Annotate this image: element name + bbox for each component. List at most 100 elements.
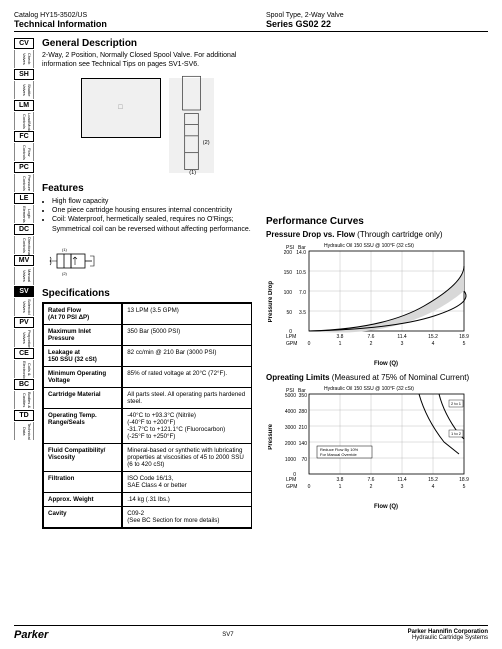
svg-text:2 to 1: 2 to 1 xyxy=(451,401,462,406)
svg-text:1 to 2: 1 to 2 xyxy=(451,431,462,436)
svg-text:For Manual Override: For Manual Override xyxy=(320,452,357,457)
features-list: High flow capacityOne piece cartridge ho… xyxy=(42,197,252,235)
svg-text:2: 2 xyxy=(370,341,373,347)
spec-value: 82 cc/min @ 210 Bar (3000 PSI) xyxy=(122,346,251,367)
tab-le[interactable]: LE xyxy=(14,193,34,204)
schematic-symbol: (1)(2) xyxy=(42,242,102,282)
svg-text:7.6: 7.6 xyxy=(368,334,375,340)
perf-heading: Performance Curves xyxy=(266,216,488,227)
tab-mv[interactable]: MV xyxy=(14,255,34,266)
svg-text:LPM: LPM xyxy=(286,477,296,483)
svg-text:(1): (1) xyxy=(62,247,68,252)
tab-bc[interactable]: BC xyxy=(14,379,34,390)
spec-value: 350 Bar (5000 PSI) xyxy=(122,325,251,346)
tab-lm[interactable]: LM xyxy=(14,100,34,111)
table-row: Cartridge MaterialAll parts steel. All o… xyxy=(43,388,252,409)
svg-text:1: 1 xyxy=(339,484,342,490)
svg-text:200: 200 xyxy=(284,250,292,256)
tab-label: Coils & Electronics xyxy=(14,360,34,378)
division: Hydraulic Cartridge Systems xyxy=(408,635,488,641)
svg-text:280: 280 xyxy=(299,409,308,415)
page-header: Catalog HY15-3502/US Technical Informati… xyxy=(14,12,488,29)
spec-value: C09-2 (See BC Section for more details) xyxy=(122,507,251,529)
svg-text:50: 50 xyxy=(286,310,292,316)
tab-pc[interactable]: PC xyxy=(14,162,34,173)
tab-sv[interactable]: SV xyxy=(14,286,34,297)
tab-cv[interactable]: CV xyxy=(14,38,34,49)
chart2: Pressure Hydraulic Oil 150 SSU @ 100°F (… xyxy=(284,384,474,494)
spec-key: Rated Flow (At 70 PSI ΔP) xyxy=(43,303,122,325)
spec-key: Operating Temp. Range/Seals xyxy=(43,409,122,444)
side-tabs: CVCheck ValvesSHShuttle ValvesLMLoad/Mot… xyxy=(14,38,34,529)
svg-text:5: 5 xyxy=(463,341,466,347)
svg-text:GPM: GPM xyxy=(286,341,297,347)
spec-key: Leakage at 150 SSU (32 cSt) xyxy=(43,346,122,367)
table-row: FiltrationISO Code 16/13, SAE Class 4 or… xyxy=(43,472,252,493)
svg-text:5: 5 xyxy=(463,484,466,490)
spec-value: ISO Code 16/13, SAE Class 4 or better xyxy=(122,472,251,493)
svg-text:140: 140 xyxy=(299,441,308,447)
svg-text:4: 4 xyxy=(432,484,435,490)
svg-text:3: 3 xyxy=(401,341,404,347)
chart2-title: Opreating Limits (Measured at 75% of Nom… xyxy=(266,373,488,382)
tab-fc[interactable]: FC xyxy=(14,131,34,142)
svg-text:3: 3 xyxy=(401,484,404,490)
svg-text:GPM: GPM xyxy=(286,484,297,490)
spec-key: Maximum Inlet Pressure xyxy=(43,325,122,346)
table-row: CavityC09-2 (See BC Section for more det… xyxy=(43,507,252,529)
table-row: Minimum Operating Voltage85% of rated vo… xyxy=(43,367,252,388)
tab-label: Pressure Controls xyxy=(14,174,34,192)
svg-text:3.8: 3.8 xyxy=(337,477,344,483)
chart1-title: Pressure Drop vs. Flow (Through cartridg… xyxy=(266,230,488,239)
page-num: SV7 xyxy=(222,632,233,638)
gen-desc-heading: General Description xyxy=(42,38,252,49)
svg-text:14.0: 14.0 xyxy=(296,250,306,256)
spec-table: Rated Flow (At 70 PSI ΔP)13 LPM (3.5 GPM… xyxy=(42,302,252,529)
gen-desc-text: 2-Way, 2 Position, Normally Closed Spool… xyxy=(42,52,252,70)
chart1: Pressure Drop Hydraulic Oil 150 SSU @ 10… xyxy=(284,241,474,351)
valve-type: Spool Type, 2-Way Valve xyxy=(266,12,488,19)
tab-label: Solenoid Valves xyxy=(14,298,34,316)
tab-label: Shuttle Valves xyxy=(14,81,34,99)
spec-value: 85% of rated voltage at 20°C (72°F). xyxy=(122,367,251,388)
svg-text:(1): (1) xyxy=(189,171,196,176)
spec-key: Cartridge Material xyxy=(43,388,122,409)
features-heading: Features xyxy=(42,183,252,194)
tab-ce[interactable]: CE xyxy=(14,348,34,359)
tab-label: Directional Controls xyxy=(14,236,34,254)
doc-title: Technical Information xyxy=(14,19,236,29)
header-rule xyxy=(14,31,488,32)
svg-text:2000: 2000 xyxy=(285,441,296,447)
tab-label: Proportional Valves xyxy=(14,329,34,347)
table-row: Fluid Compatibility/ ViscosityMineral-ba… xyxy=(43,444,252,472)
tab-td[interactable]: TD xyxy=(14,410,34,421)
chart1-xlabel: Flow (Q) xyxy=(284,361,488,367)
svg-text:210: 210 xyxy=(299,425,308,431)
tab-label: Bodies & Cavities xyxy=(14,391,34,409)
footer: Parker SV7 Parker Hannifin Corporation H… xyxy=(14,625,488,641)
tab-label: Logic Elements xyxy=(14,205,34,223)
tab-label: Flow Controls xyxy=(14,143,34,161)
svg-text:4: 4 xyxy=(432,341,435,347)
svg-text:3.5: 3.5 xyxy=(299,310,306,316)
spec-heading: Specifications xyxy=(42,288,252,299)
svg-text:(2): (2) xyxy=(202,140,209,146)
tab-pv[interactable]: PV xyxy=(14,317,34,328)
spec-key: Minimum Operating Voltage xyxy=(43,367,122,388)
svg-text:7.0: 7.0 xyxy=(299,290,306,296)
tab-dc[interactable]: DC xyxy=(14,224,34,235)
svg-text:3.8: 3.8 xyxy=(337,334,344,340)
tab-sh[interactable]: SH xyxy=(14,69,34,80)
feature-item: Coil: Waterproof, hermetically sealed, r… xyxy=(52,215,252,234)
catalog-num: Catalog HY15-3502/US xyxy=(14,12,236,19)
svg-text:7.6: 7.6 xyxy=(368,477,375,483)
feature-item: One piece cartridge housing ensures inte… xyxy=(52,206,252,215)
svg-text:15.2: 15.2 xyxy=(428,334,438,340)
table-row: Rated Flow (At 70 PSI ΔP)13 LPM (3.5 GPM… xyxy=(43,303,252,325)
chart2-ylabel: Pressure xyxy=(268,424,274,450)
spec-value: .14 kg (.31 lbs.) xyxy=(122,493,251,507)
product-images: ☐ (2)(1) xyxy=(42,78,252,173)
svg-text:2: 2 xyxy=(370,484,373,490)
svg-text:18.9: 18.9 xyxy=(459,334,469,340)
table-row: Leakage at 150 SSU (32 cSt)82 cc/min @ 2… xyxy=(43,346,252,367)
